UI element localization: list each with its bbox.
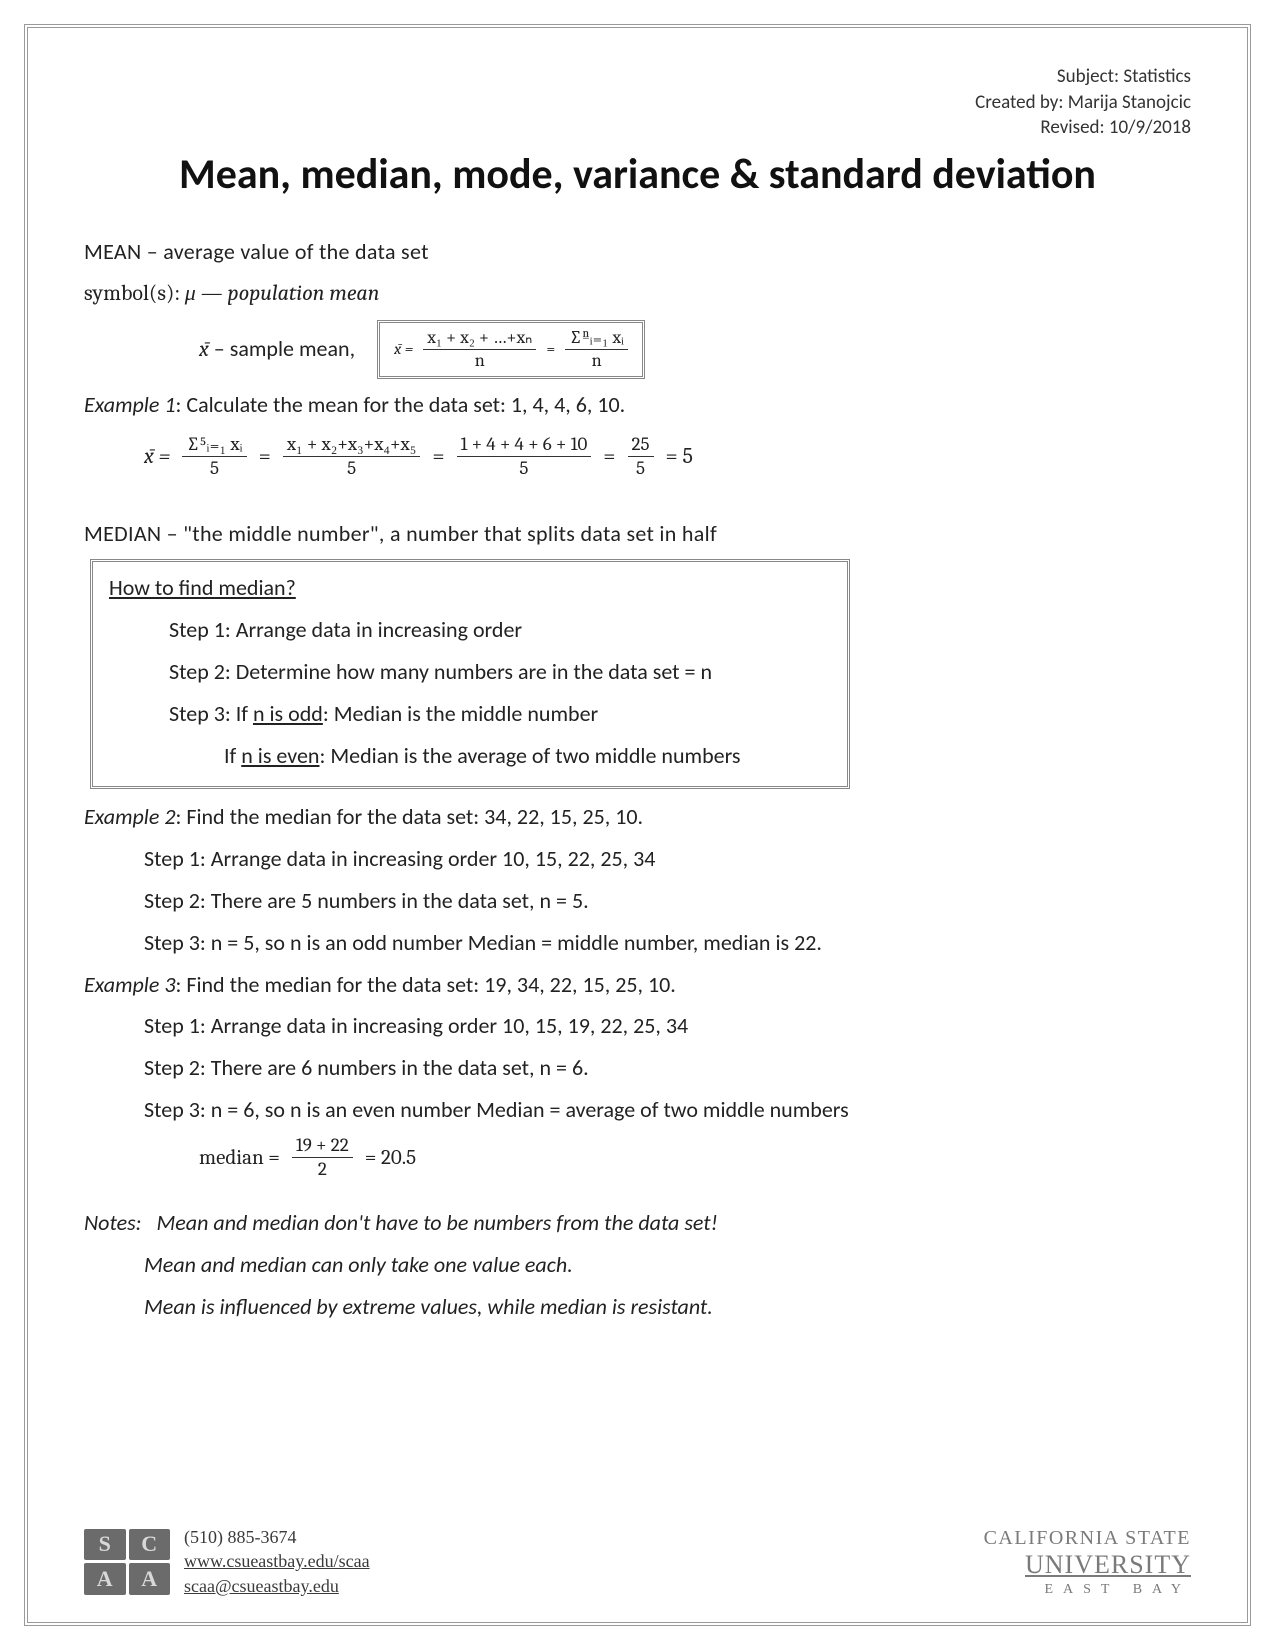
mean-heading: MEAN – average value of the data set: [84, 236, 1191, 268]
scaa-logo-cell: A: [84, 1563, 126, 1595]
footer-phone: (510) 885-3674: [184, 1525, 370, 1549]
median-box-title: How to find median?: [109, 572, 831, 604]
mean-box-frac2: ∑ⁿᵢ₌₁ xᵢ n: [565, 329, 628, 370]
example1-lead: Example 1: Calculate the mean for the da…: [84, 389, 1191, 421]
ex3-s2: Step 2: There are 6 numbers in the data …: [84, 1052, 1191, 1084]
header-subject: Subject: Statistics: [84, 64, 1191, 90]
ex3-s3: Step 3: n = 6, so n is an even number Me…: [84, 1094, 1191, 1126]
scaa-logo-cell: A: [129, 1563, 171, 1595]
university-logo: CALIFORNIA STATE UNIVERSITY EAST BAY: [984, 1527, 1191, 1598]
page-footer: S C A A (510) 885-3674 www.csueastbay.ed…: [84, 1525, 1191, 1598]
page-title: Mean, median, mode, variance & standard …: [84, 149, 1191, 200]
scaa-logo-cell: C: [129, 1529, 171, 1561]
uni-line3: EAST BAY: [984, 1582, 1191, 1598]
ex2-s1: Step 1: Arrange data in increasing order…: [84, 843, 1191, 875]
footer-left: S C A A (510) 885-3674 www.csueastbay.ed…: [84, 1525, 370, 1598]
example3-lead: Example 3: Find the median for the data …: [84, 969, 1191, 1001]
notes-line2: Mean and median can only take one value …: [84, 1249, 1191, 1281]
example2-lead: Example 2: Find the median for the data …: [84, 801, 1191, 833]
header-author: Created by: Marija Stanojcic: [84, 90, 1191, 116]
mean-box-lhs: x̄ =: [394, 340, 413, 358]
median-step1: Step 1: Arrange data in increasing order: [109, 614, 831, 646]
ex2-s2: Step 2: There are 5 numbers in the data …: [84, 885, 1191, 917]
mean-sample-lead: x̄ – sample mean,: [199, 333, 355, 366]
uni-line1: CALIFORNIA STATE: [984, 1527, 1191, 1550]
example1-equation: x̄ = ∑⁵ᵢ₌₁ xᵢ5 = x₁ + x₂+x₃+x₄+x₅5 = 1 +…: [84, 435, 1191, 478]
eq-icon: =: [546, 340, 555, 358]
header-block: Subject: Statistics Created by: Marija S…: [84, 64, 1191, 141]
median-heading: MEDIAN – "the middle number", a number t…: [84, 518, 1191, 550]
notes-line1: Notes: Mean and median don't have to be …: [84, 1207, 1191, 1239]
footer-url: www.csueastbay.edu/scaa: [184, 1549, 370, 1573]
scaa-logo-cell: S: [84, 1529, 126, 1561]
mean-formula-box: x̄ = x₁ + x₂ + …+xₙ n = ∑ⁿᵢ₌₁ xᵢ n: [377, 320, 645, 379]
ex2-s3: Step 3: n = 5, so n is an odd number Med…: [84, 927, 1191, 959]
median-step2: Step 2: Determine how many numbers are i…: [109, 656, 831, 688]
median-step3a: Step 3: If n is odd: Median is the middl…: [109, 698, 831, 730]
median-howto-box: How to find median? Step 1: Arrange data…: [90, 559, 850, 788]
mean-symbols: symbol(s): μ — population mean: [84, 278, 1191, 310]
scaa-logo: S C A A: [84, 1529, 170, 1595]
page-frame: Subject: Statistics Created by: Marija S…: [24, 24, 1251, 1626]
notes-line3: Mean is influenced by extreme values, wh…: [84, 1291, 1191, 1323]
header-revised: Revised: 10/9/2018: [84, 115, 1191, 141]
median-step3b: If n is even: Median is the average of t…: [109, 740, 831, 772]
mean-box-frac1: x₁ + x₂ + …+xₙ n: [423, 329, 536, 370]
footer-email: scaa@csueastbay.edu: [184, 1574, 370, 1598]
ex3-calc: median = 19 + 222 = 20.5: [84, 1136, 1191, 1179]
mean-sample-row: x̄ – sample mean, x̄ = x₁ + x₂ + …+xₙ n …: [84, 320, 1191, 379]
uni-line2: UNIVERSITY: [984, 1550, 1191, 1580]
ex3-s1: Step 1: Arrange data in increasing order…: [84, 1010, 1191, 1042]
footer-contact: (510) 885-3674 www.csueastbay.edu/scaa s…: [184, 1525, 370, 1598]
